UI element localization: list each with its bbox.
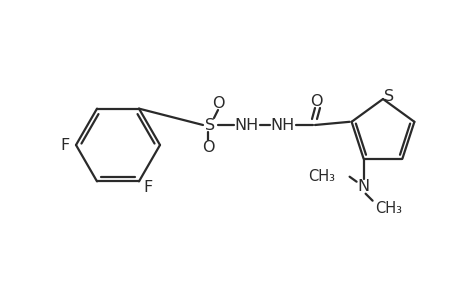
Text: NH: NH xyxy=(270,118,295,133)
Text: CH₃: CH₃ xyxy=(375,201,402,216)
Text: O: O xyxy=(211,95,224,110)
Text: O: O xyxy=(309,94,322,109)
Text: F: F xyxy=(60,137,69,152)
Text: N: N xyxy=(357,179,369,194)
Text: O: O xyxy=(202,140,214,154)
Text: S: S xyxy=(205,118,215,133)
Text: S: S xyxy=(383,88,393,104)
Text: CH₃: CH₃ xyxy=(308,169,335,184)
Text: F: F xyxy=(143,180,152,195)
Text: NH: NH xyxy=(235,118,258,133)
